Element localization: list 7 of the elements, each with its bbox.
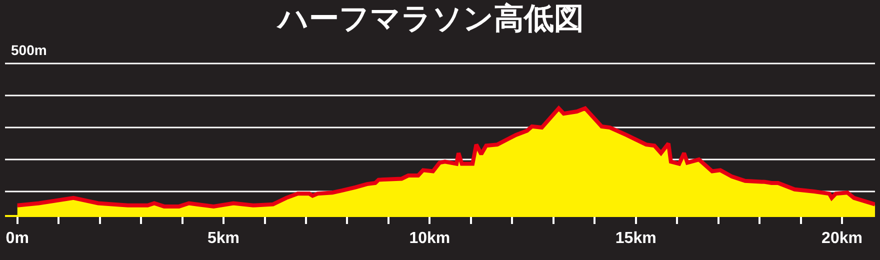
x-tick-label: 0m — [6, 230, 29, 248]
chart-title: ハーフマラソン高低図 — [276, 2, 584, 36]
ref-line-label: 500m — [11, 42, 47, 58]
x-tick-label: 20km — [822, 230, 862, 248]
x-tick-label: 15km — [615, 230, 656, 248]
x-tick-label: 5km — [208, 230, 240, 248]
x-tick-label: 10km — [409, 230, 450, 248]
